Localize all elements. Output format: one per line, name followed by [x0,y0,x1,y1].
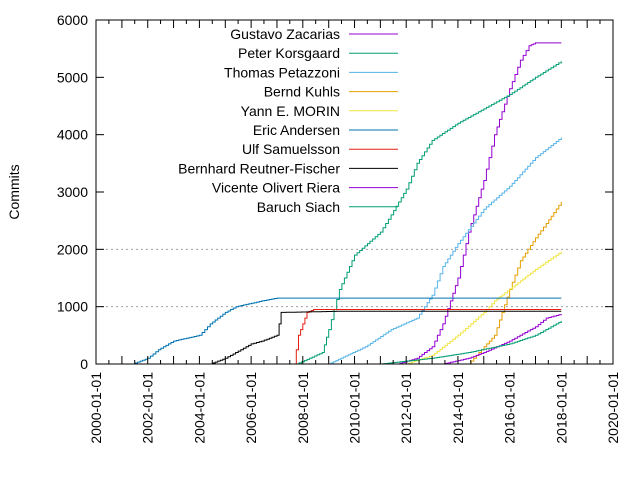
y-axis-label: Commits [6,164,22,219]
legend: Gustavo Zacarias Peter Korsgaard Thomas Pe… [178,26,398,215]
axes: 0 1000 2000 3000 4000 5000 6000 2000-01-01 2002-… [57,12,621,444]
series-line-5 [406,251,562,365]
legend-label: Ulf Samuelsson [242,141,340,157]
legend-label: Thomas Petazzoni [224,64,340,80]
legend-label: Gustavo Zacarias [230,26,340,42]
series-line-3 [328,137,562,365]
legend-label: Bernhard Reutner-Fischer [178,160,340,176]
x-tick-label: 2020-01-01 [605,372,621,444]
x-tick-label: 2012-01-01 [398,372,414,444]
series-line-1 [397,42,562,365]
y-tick-label: 1000 [57,299,88,315]
y-tick-label: 3000 [57,184,88,200]
x-tick-label: 2002-01-01 [140,372,156,444]
y-tick-label: 5000 [57,69,88,85]
y-tick-label: 6000 [57,12,88,28]
grid-lines [96,248,613,308]
y-tick-label: 0 [80,356,88,372]
series-line-7 [294,309,562,365]
legend-label: Baruch Siach [257,199,340,215]
series-lines [132,42,562,365]
legend-label: Eric Andersen [253,122,340,138]
y-tick-label: 4000 [57,127,88,143]
y-tick-label: 2000 [57,241,88,257]
x-tick-label: 2010-01-01 [347,372,363,444]
legend-label: Vicente Olivert Riera [212,180,340,196]
x-tick-label: 2016-01-01 [502,372,518,444]
legend-label: Peter Korsgaard [238,45,340,61]
x-tick-label: 2008-01-01 [295,372,311,444]
series-line-2 [296,61,562,365]
plot-frame [95,19,614,365]
x-tick-label: 2006-01-01 [243,372,259,444]
series-line-9 [442,314,562,365]
x-tick-label: 2018-01-01 [553,372,569,444]
x-tick-label: 2014-01-01 [450,372,466,444]
series-line-4 [468,201,562,365]
series-line-6 [132,297,562,365]
x-tick-label: 2000-01-01 [88,372,104,444]
x-tick-label: 2004-01-01 [191,372,207,444]
series-line-10 [380,321,562,365]
legend-label: Bernd Kuhls [264,84,340,100]
series-line-8 [210,310,562,365]
legend-label: Yann E. MORIN [241,103,340,119]
